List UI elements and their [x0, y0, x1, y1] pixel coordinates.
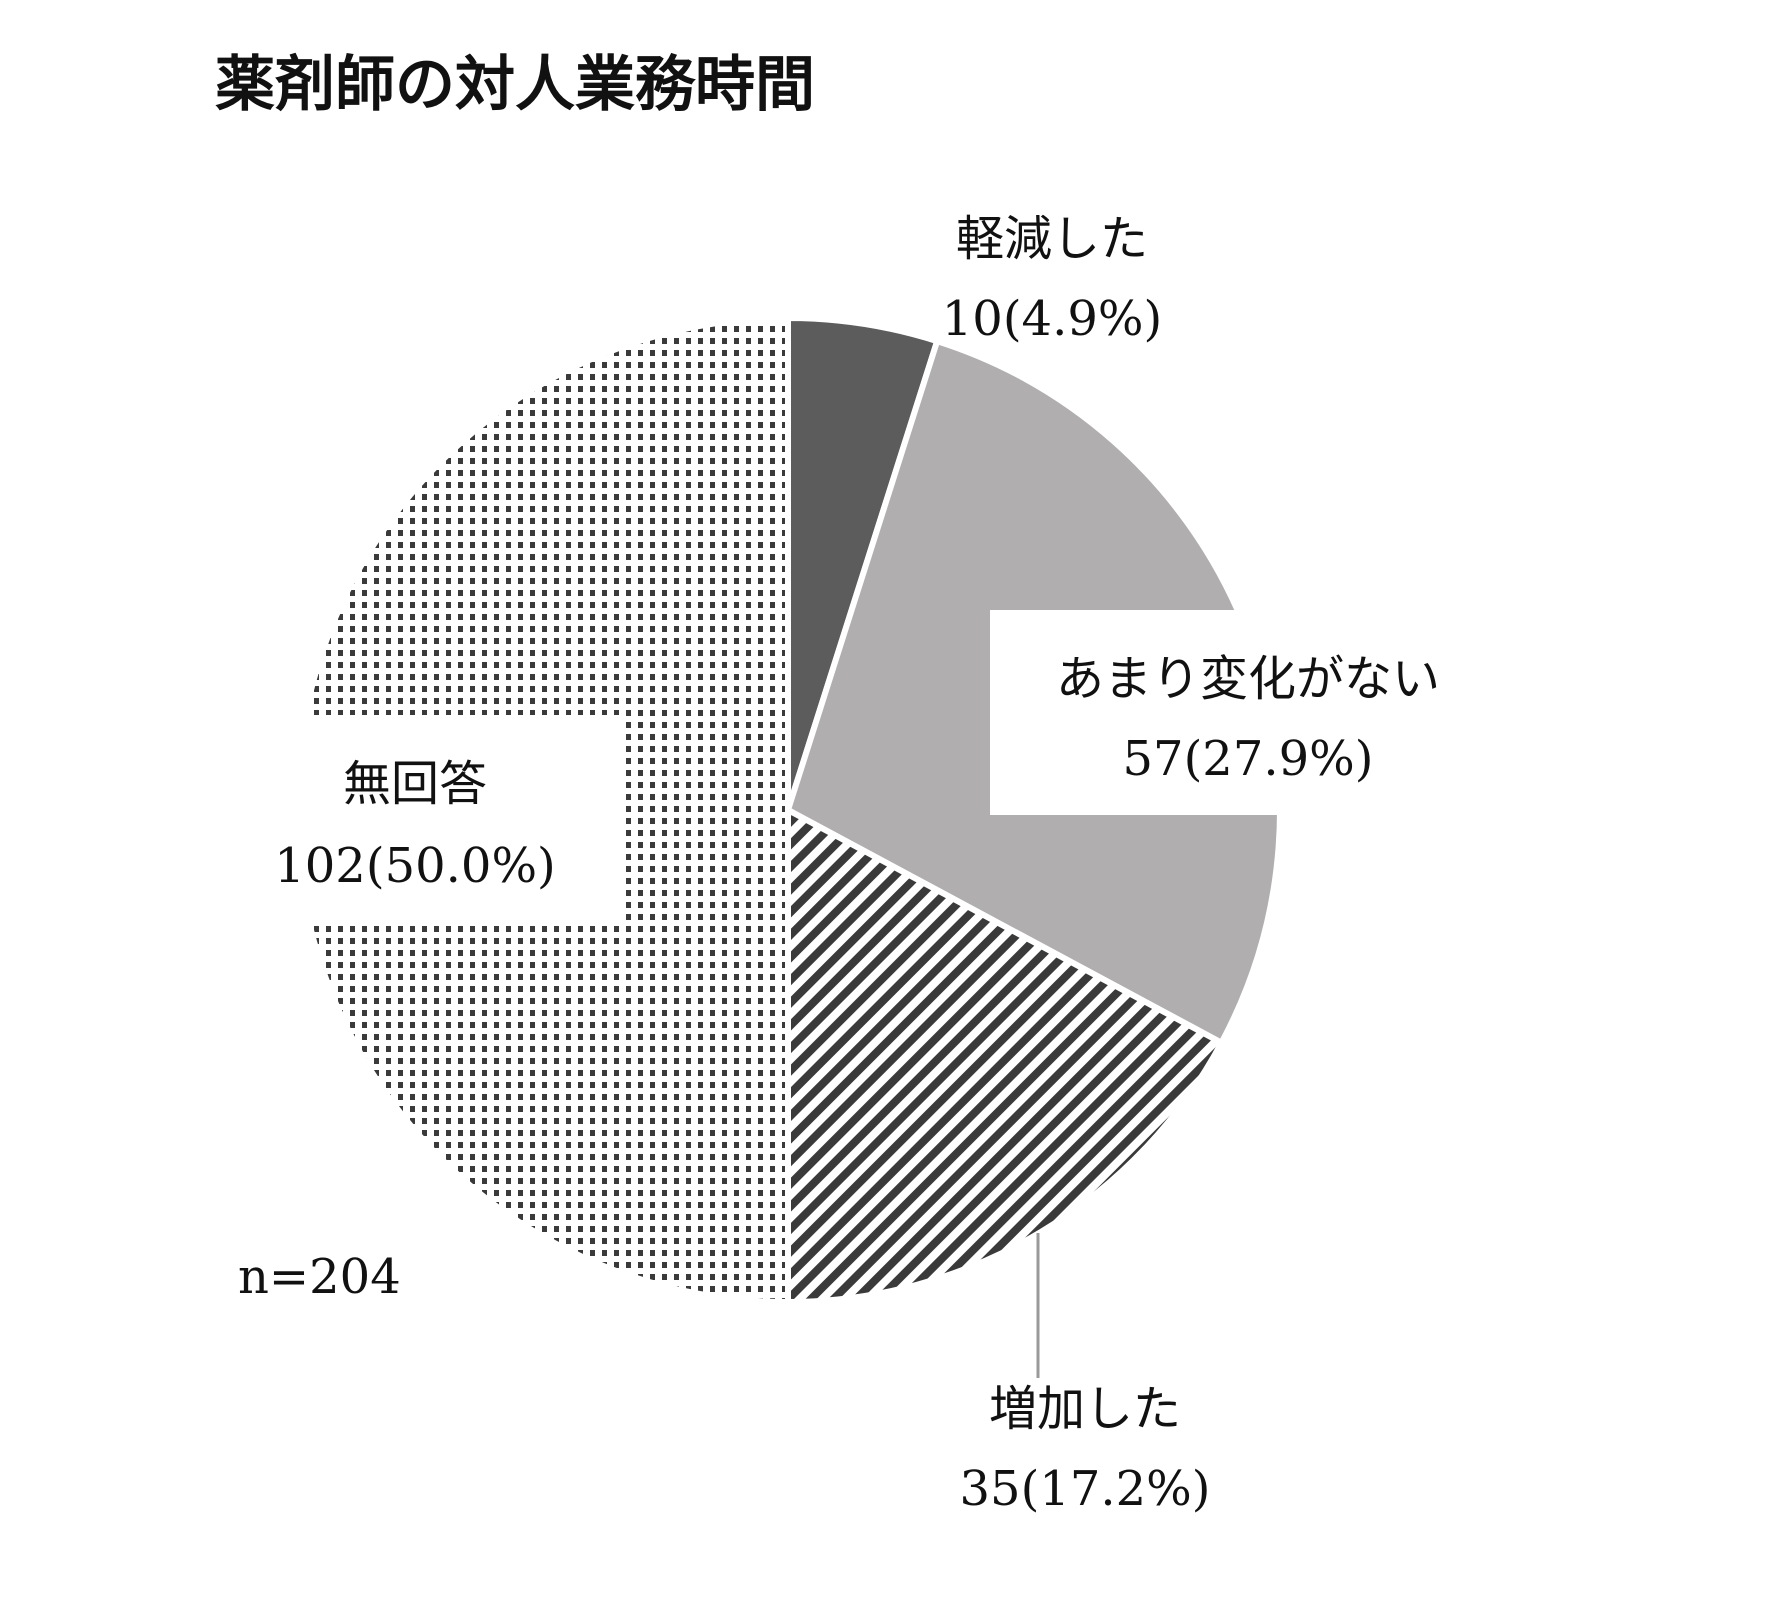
label-box-slice-2 — [990, 610, 1280, 815]
slice-label-name-2: あまり変化がない — [1056, 651, 1440, 707]
label-box-slice-4 — [240, 715, 625, 925]
slice-label-name-3: 増加した — [989, 1381, 1181, 1437]
slice-label-value-3: 35(17.2%) — [959, 1461, 1210, 1517]
slice-label-name-4: 無回答 — [343, 756, 487, 812]
slice-label-value-2: 57(27.9%) — [1122, 731, 1373, 787]
chart-title: 薬剤師の対人業務時間 — [215, 50, 815, 120]
slice-label-value-1: 10(4.9%) — [942, 291, 1162, 347]
sample-size-note: n=204 — [238, 1249, 401, 1305]
slice-label-value-4: 102(50.0%) — [274, 838, 556, 894]
pie-slice-3 — [785, 807, 1225, 1305]
slice-label-name-1: 軽減した — [956, 211, 1148, 267]
